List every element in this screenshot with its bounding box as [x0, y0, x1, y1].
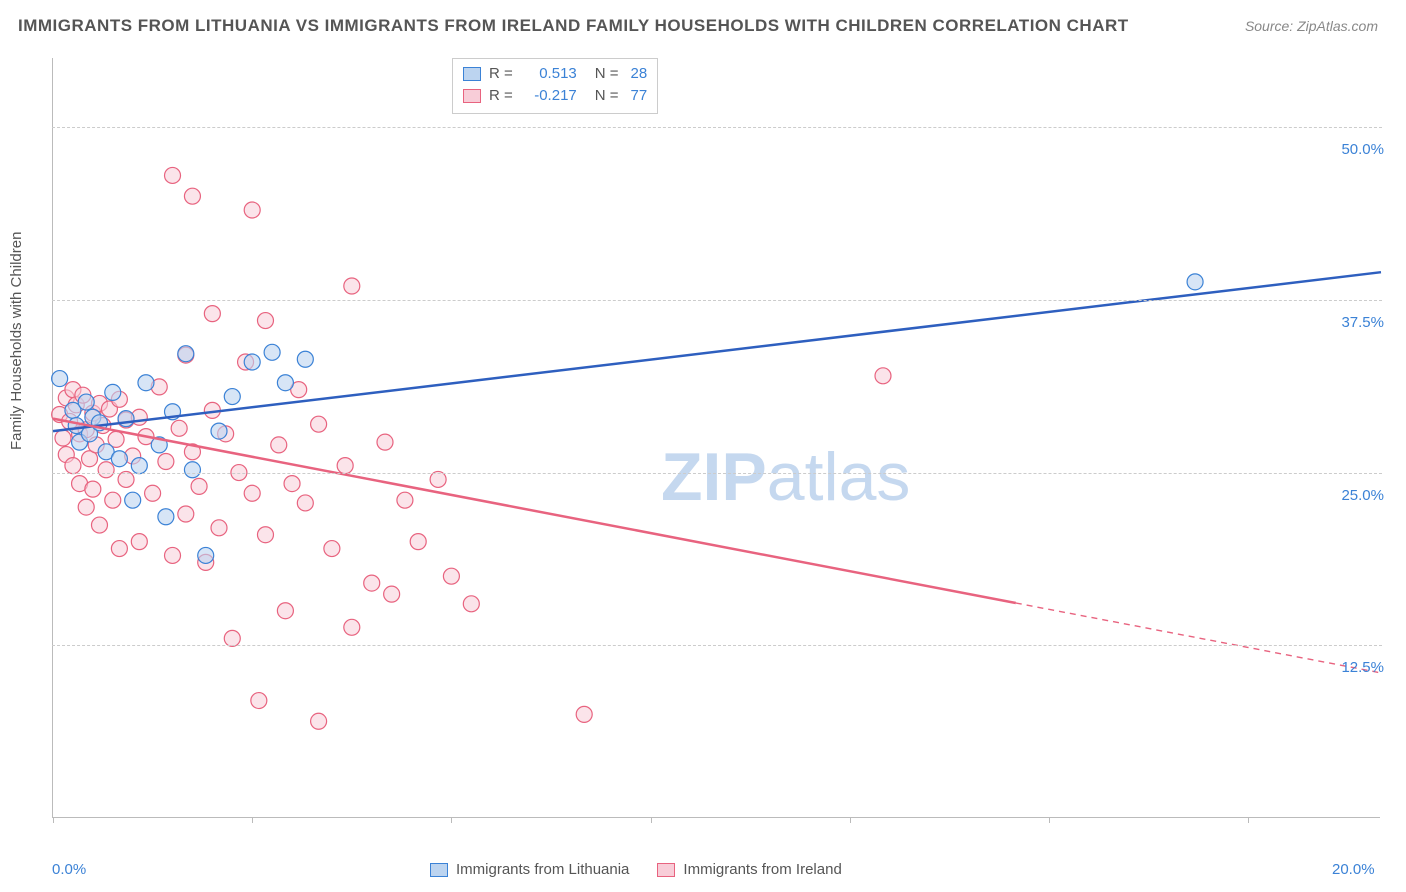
- xtick-mark: [1248, 817, 1249, 823]
- xtick-mark: [252, 817, 253, 823]
- y-axis-label: Family Households with Children: [8, 232, 25, 450]
- gridline: [52, 473, 1382, 474]
- legend-item-lithuania: Immigrants from Lithuania: [430, 861, 629, 878]
- legend-row-blue: R = 0.513 N = 28: [463, 63, 647, 85]
- swatch-pink: [463, 89, 481, 103]
- r-value-pink: -0.217: [521, 85, 577, 107]
- xtick-mark: [651, 817, 652, 823]
- xtick-mark: [451, 817, 452, 823]
- n-label: N =: [595, 63, 619, 85]
- legend-label: Immigrants from Ireland: [683, 861, 841, 878]
- correlation-chart: IMMIGRANTS FROM LITHUANIA VS IMMIGRANTS …: [0, 0, 1406, 892]
- gridline: [52, 645, 1382, 646]
- swatch-blue: [430, 863, 448, 877]
- plot-area: ZIPatlas: [52, 58, 1380, 818]
- xtick-mark: [53, 817, 54, 823]
- r-label: R =: [489, 85, 513, 107]
- ytick-label: 37.5%: [1341, 314, 1384, 331]
- chart-title: IMMIGRANTS FROM LITHUANIA VS IMMIGRANTS …: [18, 16, 1129, 36]
- n-label: N =: [595, 85, 619, 107]
- correlation-legend: R = 0.513 N = 28 R = -0.217 N = 77: [452, 58, 658, 114]
- r-value-blue: 0.513: [521, 63, 577, 85]
- ytick-label: 25.0%: [1341, 487, 1384, 504]
- xtick-label: 20.0%: [1332, 861, 1375, 878]
- xtick-mark: [850, 817, 851, 823]
- source-label: Source: ZipAtlas.com: [1245, 18, 1378, 34]
- gridline: [52, 127, 1382, 128]
- legend-label: Immigrants from Lithuania: [456, 861, 629, 878]
- plot-svg: [53, 58, 1380, 817]
- r-label: R =: [489, 63, 513, 85]
- ytick-label: 50.0%: [1341, 141, 1384, 158]
- xtick-mark: [1049, 817, 1050, 823]
- swatch-blue: [463, 67, 481, 81]
- ytick-label: 12.5%: [1341, 659, 1384, 676]
- xtick-label: 0.0%: [52, 861, 86, 878]
- n-value-blue: 28: [631, 63, 648, 85]
- legend-item-ireland: Immigrants from Ireland: [657, 861, 841, 878]
- swatch-pink: [657, 863, 675, 877]
- series-legend: Immigrants from Lithuania Immigrants fro…: [430, 861, 842, 878]
- n-value-pink: 77: [631, 85, 648, 107]
- legend-row-pink: R = -0.217 N = 77: [463, 85, 647, 107]
- gridline: [52, 300, 1382, 301]
